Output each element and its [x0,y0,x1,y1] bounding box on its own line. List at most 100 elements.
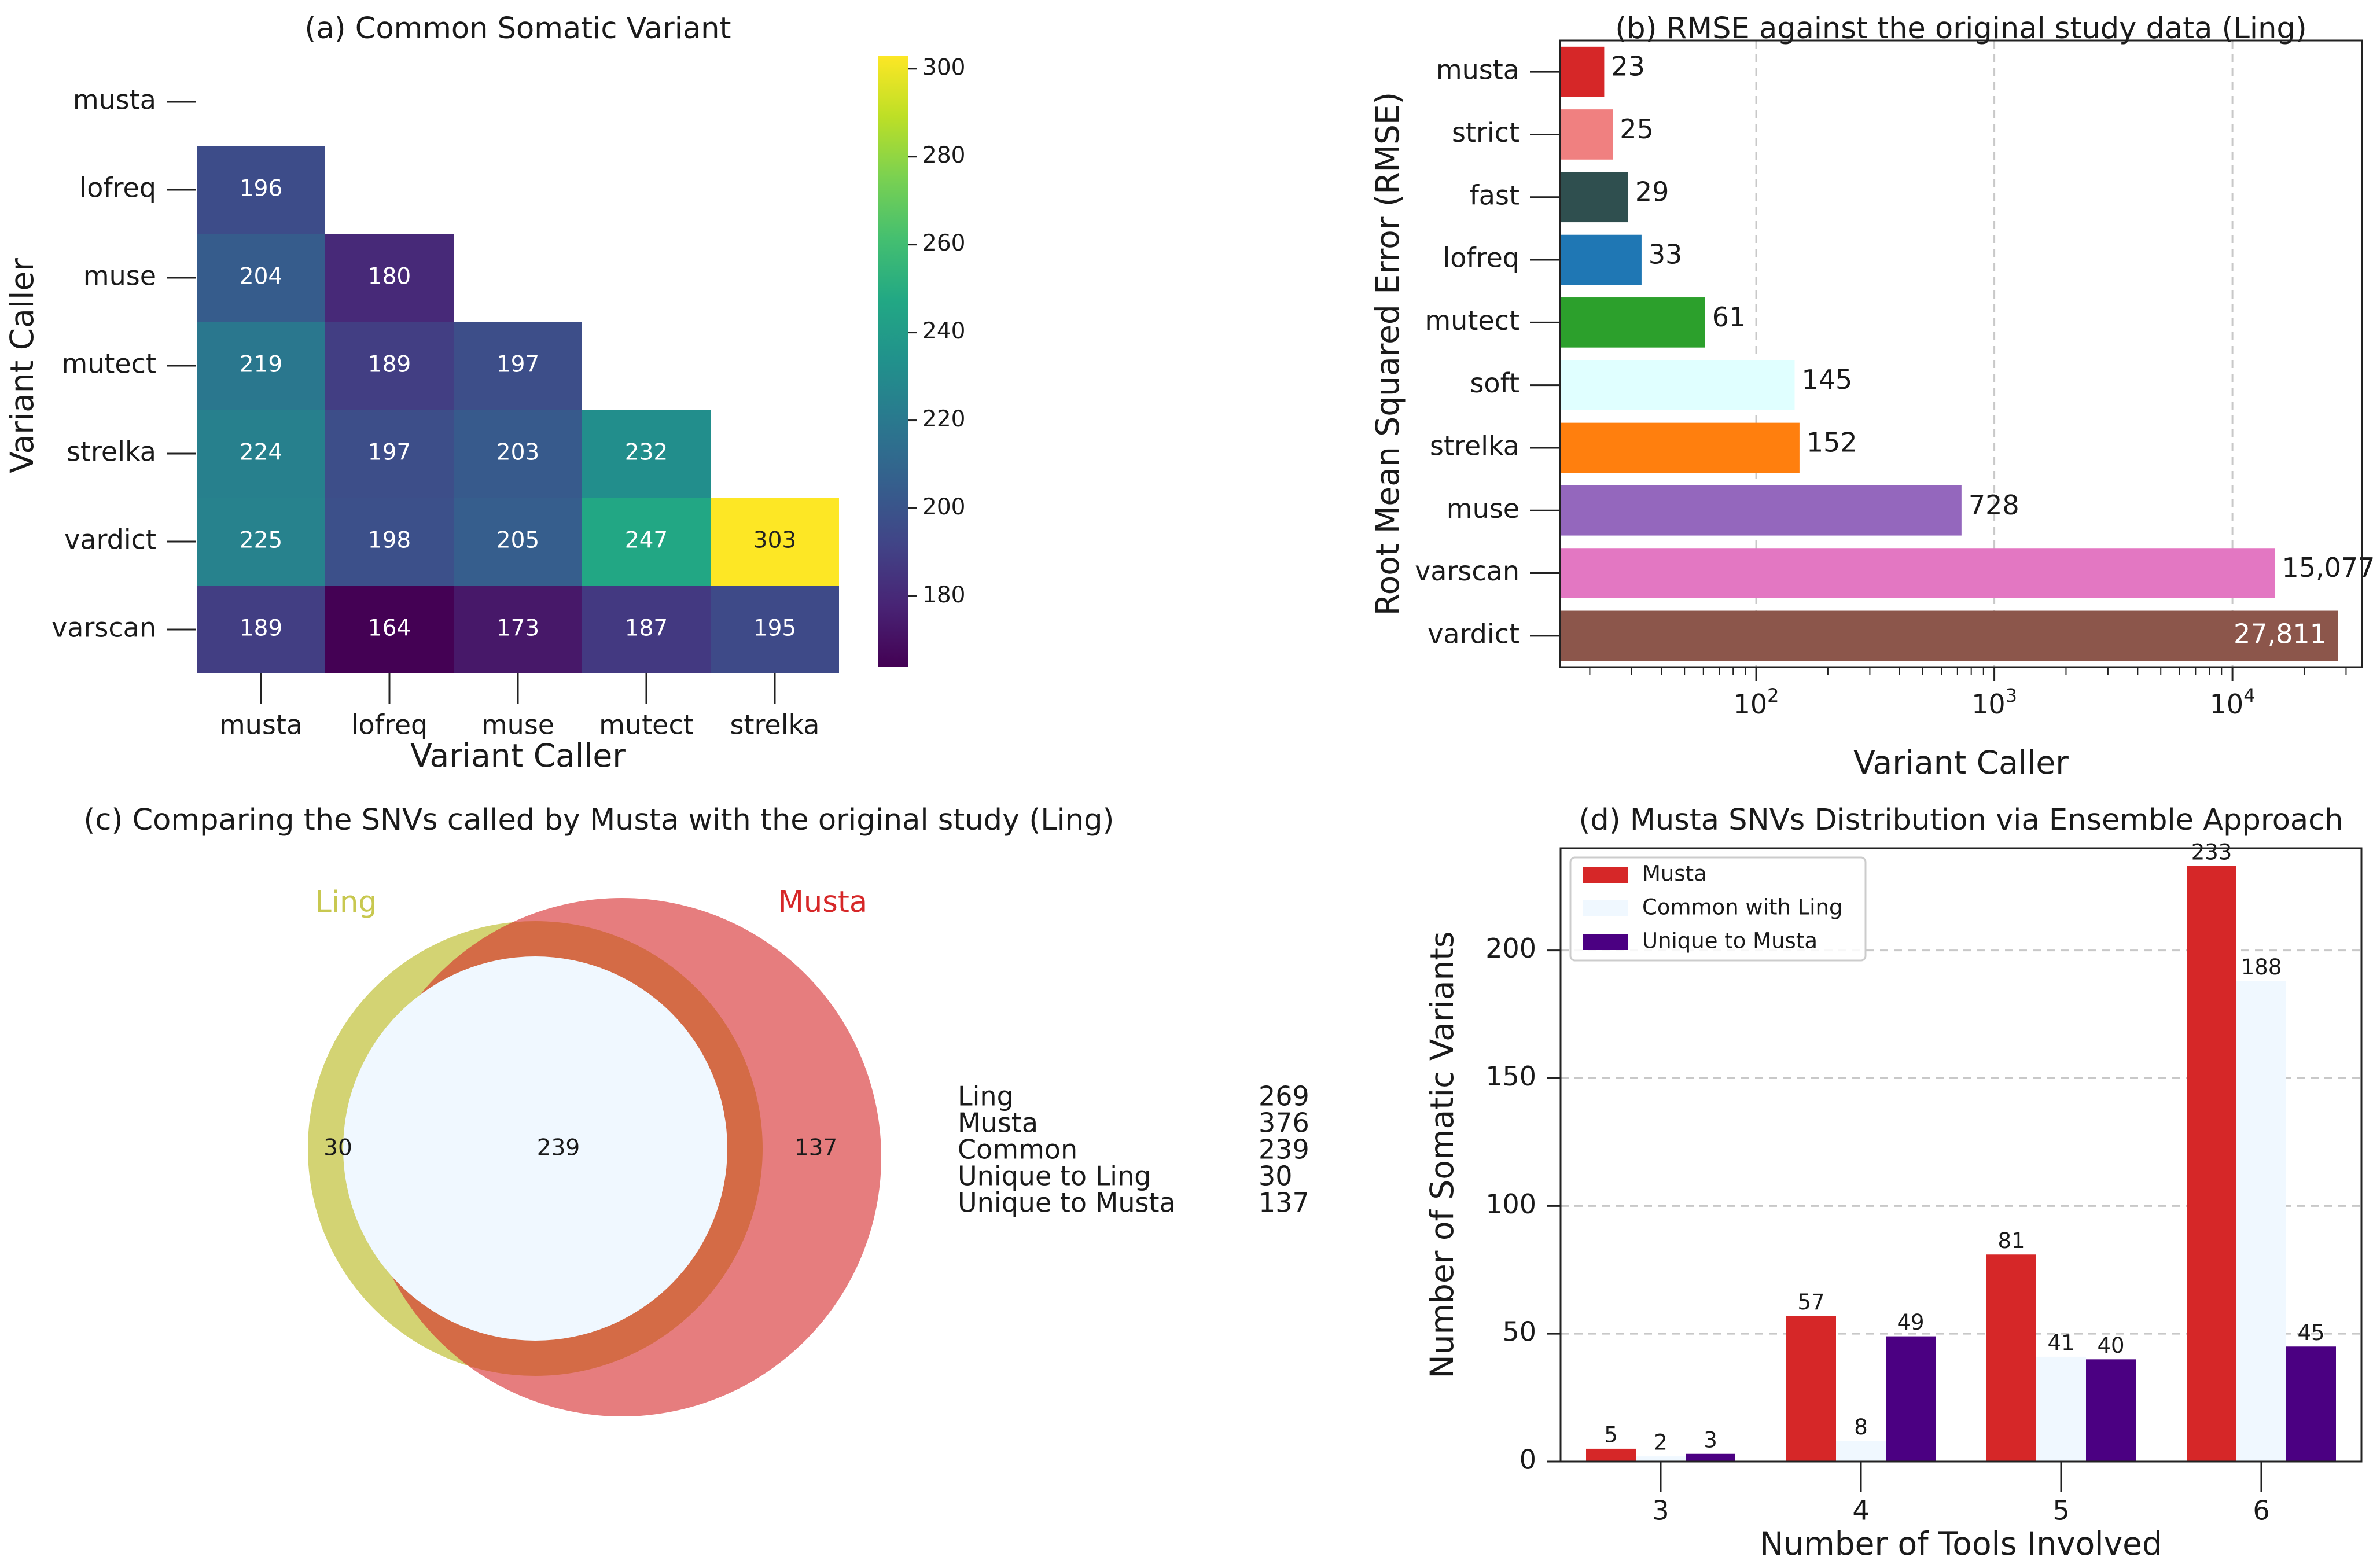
summary-label: Unique to Ling [958,1161,1151,1192]
cell-label: 197 [496,352,539,378]
heatmap-cell [197,410,325,498]
bar-soft [1560,360,1795,410]
colorbar-tick-label: 180 [922,582,965,608]
bar-value-label: 15,077 [2282,552,2373,583]
colorbar-tick-label: 240 [922,318,965,344]
summary-label: Musta [958,1107,1038,1139]
heatmap-cell [454,586,582,673]
colorbar [878,56,908,667]
y-tick-label: musta [73,84,156,116]
heatmap-cell [325,498,454,586]
bar-value-label: 49 [1897,1310,1924,1335]
y-tick-label: mutect [1425,305,1520,336]
cell-label: 219 [240,352,282,378]
cell-label: 198 [368,528,411,554]
bar-musta [1560,46,1605,97]
y-tick-label: fast [1470,179,1520,211]
y-tick-label: vardict [64,524,156,555]
x-axis-label: Number of Tools Involved [1760,1525,2162,1562]
y-tick-label: 150 [1485,1061,1536,1092]
y-tick-label: varscan [51,612,156,643]
heatmap-cell [582,498,711,586]
heatmap-cell [197,146,325,234]
heatmap-cell [197,234,325,322]
cell-label: 203 [496,440,539,466]
cell-label: 195 [753,616,796,642]
x-tick-label: strelka [730,709,819,741]
cell-label: 180 [368,264,411,290]
cell-label: 204 [240,264,282,290]
x-tick-label: muse [481,709,554,741]
legend-label: Common with Ling [1642,895,1843,920]
bar-value-label: 45 [2297,1320,2324,1345]
bar-varscan [1560,548,2275,598]
heatmap-cell [582,410,711,498]
bar-lofreq [1560,234,1642,285]
y-tick-label: lofreq [1443,242,1520,274]
colorbar-tick-label: 220 [922,406,965,432]
x-tick-label: 102 [1734,684,1779,720]
cell-label: 247 [625,528,668,554]
summary-label: Common [958,1134,1077,1165]
bar-vardict [1560,610,2338,661]
legend-label: Unique to Musta [1642,929,1818,954]
cell-label: 189 [368,352,411,378]
bar-musta [1786,1316,1836,1462]
bar-strict [1560,109,1613,160]
bar-unique-to-musta [2286,1346,2336,1462]
y-tick-label: mutect [61,348,156,380]
plot-frame [1559,847,2363,1463]
summary-label: Unique to Musta [958,1187,1176,1219]
legend-box [1569,856,1867,962]
bar-fast [1560,172,1628,223]
y-tick-label: strelka [67,436,156,468]
x-tick-label: 103 [1971,684,2017,720]
x-tick-exponent: 4 [2243,684,2255,706]
venn-region-common: 239 [537,1135,580,1161]
venn-region-musta-only: 137 [794,1135,837,1161]
y-axis-label: Number of Somatic Variants [1423,931,1460,1378]
heatmap-cell [711,586,839,673]
bar-value-label: 233 [2191,840,2232,864]
bar-musta [1586,1448,1636,1462]
y-axis-label: Variant Caller [3,258,41,473]
bar-value-label: 57 [1797,1290,1824,1315]
cell-label: 187 [625,616,668,642]
bar-value-label: 188 [2241,955,2282,980]
heatmap-cell [325,586,454,673]
summary-value: 376 [1259,1107,1309,1139]
y-tick-label: 200 [1485,933,1536,964]
cell-label: 232 [625,440,668,466]
y-tick-label: vardict [1428,618,1520,649]
venn-set-label-ling: Ling [315,885,377,919]
heatmap-cell [711,498,839,586]
heatmap-cell [197,498,325,586]
bar-value-label: 33 [1649,239,1683,270]
y-tick-label: 100 [1485,1188,1536,1220]
summary-value: 30 [1259,1161,1293,1192]
bar-musta [1986,1254,2036,1462]
x-tick-label: 3 [1652,1495,1669,1526]
rmse-bar-panel: (b) RMSE against the original study data… [1369,12,2373,781]
summary-value: 269 [1259,1081,1309,1112]
bar-common-with-ling [2236,981,2286,1462]
bar-unique-to-musta [1886,1336,1936,1462]
colorbar-tick-label: 260 [922,230,965,256]
heatmap-cell [454,410,582,498]
plot-frame [1559,39,2363,668]
summary-value: 137 [1259,1187,1309,1219]
bar-value-label: 23 [1611,51,1645,82]
venn-intersection [343,956,727,1341]
heatmap-panel: (a) Common Somatic Variant 196 204 180 219 18… [3,12,965,774]
bar-value-label: 27,811 [2234,618,2327,649]
bar-unique-to-musta [1686,1453,1735,1462]
summary-value: 239 [1259,1134,1309,1165]
summary-label: Ling [958,1081,1014,1112]
heatmap-cell [197,586,325,673]
bar-value-label: 41 [2047,1330,2074,1355]
x-tick-base: 10 [1734,689,1768,720]
bar-strelka [1560,422,1800,473]
y-axis-label: Root Mean Squared Error (RMSE) [1369,92,1406,616]
x-tick-label: 104 [2210,684,2256,720]
venn-panel: (c) Comparing the SNVs called by Musta w… [84,803,1309,1416]
